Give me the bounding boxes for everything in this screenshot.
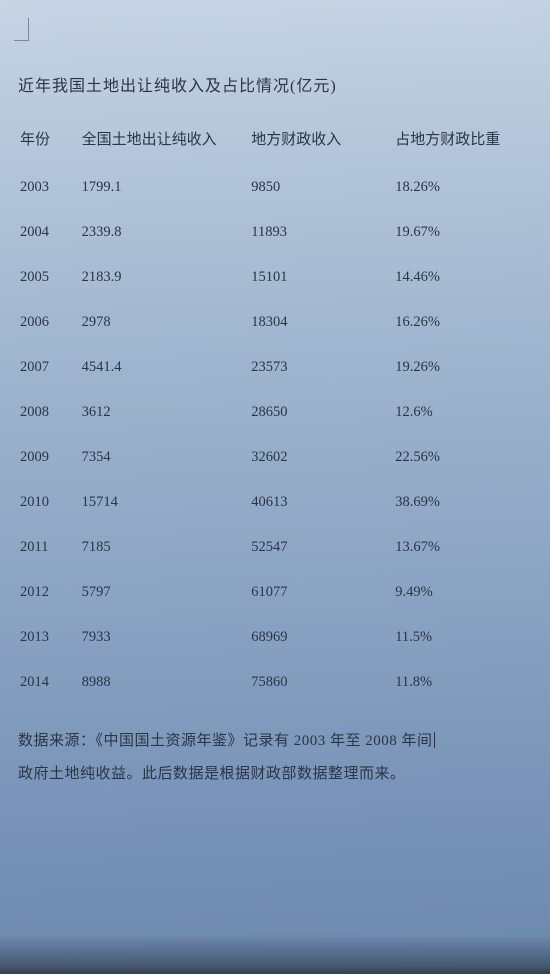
cell-land: 2339.8 — [80, 210, 250, 255]
cell-land: 3612 — [80, 390, 250, 435]
table-row: 2007 4541.4 23573 19.26% — [18, 345, 532, 390]
cell-land: 5797 — [80, 570, 250, 615]
table-row: 2004 2339.8 11893 19.67% — [18, 210, 532, 255]
land-revenue-table: 年份 全国土地出让纯收入 地方财政收入 占地方财政比重 2003 1799.1 … — [18, 114, 532, 705]
cell-land: 8988 — [80, 660, 250, 705]
cell-year: 2010 — [18, 480, 80, 525]
cell-ratio: 22.56% — [393, 435, 532, 480]
cell-year: 2012 — [18, 570, 80, 615]
cell-land: 15714 — [80, 480, 250, 525]
table-header-row: 年份 全国土地出让纯收入 地方财政收入 占地方财政比重 — [18, 114, 532, 165]
table-row: 2009 7354 32602 22.56% — [18, 435, 532, 480]
cell-local: 18304 — [249, 300, 393, 345]
cell-local: 75860 — [249, 660, 393, 705]
cell-year: 2003 — [18, 165, 80, 210]
table-row: 2008 3612 28650 12.6% — [18, 390, 532, 435]
table-body: 2003 1799.1 9850 18.26% 2004 2339.8 1189… — [18, 165, 532, 705]
cell-local: 68969 — [249, 615, 393, 660]
table-row: 2006 2978 18304 16.26% — [18, 300, 532, 345]
cell-local: 9850 — [249, 165, 393, 210]
table-row: 2005 2183.9 15101 14.46% — [18, 255, 532, 300]
cell-year: 2004 — [18, 210, 80, 255]
table-row: 2010 15714 40613 38.69% — [18, 480, 532, 525]
cell-year: 2009 — [18, 435, 80, 480]
cell-year: 2006 — [18, 300, 80, 345]
cell-local: 52547 — [249, 525, 393, 570]
cell-land: 4541.4 — [80, 345, 250, 390]
cell-local: 28650 — [249, 390, 393, 435]
data-source-note: 数据来源：《中国国土资源年鉴》记录有 2003 年至 2008 年间 政府土地纯… — [18, 725, 532, 791]
text-cursor — [434, 732, 435, 748]
table-row: 2011 7185 52547 13.67% — [18, 525, 532, 570]
cell-year: 2014 — [18, 660, 80, 705]
table-row: 2013 7933 68969 11.5% — [18, 615, 532, 660]
table-row: 2012 5797 61077 9.49% — [18, 570, 532, 615]
cell-year: 2013 — [18, 615, 80, 660]
cell-ratio: 18.26% — [393, 165, 532, 210]
col-ratio: 占地方财政比重 — [393, 114, 532, 165]
document-page: 近年我国土地出让纯收入及占比情况(亿元) 年份 全国土地出让纯收入 地方财政收入… — [0, 0, 550, 811]
footnote-line1: 数据来源：《中国国土资源年鉴》记录有 2003 年至 2008 年间 — [18, 733, 433, 749]
cell-ratio: 14.46% — [393, 255, 532, 300]
cell-local: 23573 — [249, 345, 393, 390]
cell-land: 7185 — [80, 525, 250, 570]
cell-local: 61077 — [249, 570, 393, 615]
cell-year: 2007 — [18, 345, 80, 390]
col-land-income: 全国土地出让纯收入 — [80, 114, 250, 165]
cell-land: 7354 — [80, 435, 250, 480]
cell-local: 32602 — [249, 435, 393, 480]
cell-local: 15101 — [249, 255, 393, 300]
cell-land: 1799.1 — [80, 165, 250, 210]
photo-bottom-shadow — [0, 934, 550, 974]
cell-ratio: 16.26% — [393, 300, 532, 345]
cell-local: 40613 — [249, 480, 393, 525]
table-row: 2014 8988 75860 11.8% — [18, 660, 532, 705]
page-title: 近年我国土地出让纯收入及占比情况(亿元) — [18, 72, 532, 96]
cell-ratio: 13.67% — [393, 525, 532, 570]
cell-local: 11893 — [249, 210, 393, 255]
cell-ratio: 9.49% — [393, 570, 532, 615]
cell-ratio: 11.5% — [393, 615, 532, 660]
cell-land: 2978 — [80, 300, 250, 345]
crop-mark — [14, 18, 29, 41]
cell-ratio: 19.26% — [393, 345, 532, 390]
cell-land: 2183.9 — [80, 255, 250, 300]
table-row: 2003 1799.1 9850 18.26% — [18, 165, 532, 210]
footnote-line2: 政府土地纯收益。此后数据是根据财政部数据整理而来。 — [18, 766, 406, 782]
cell-year: 2011 — [18, 525, 80, 570]
col-local-rev: 地方财政收入 — [249, 114, 393, 165]
cell-land: 7933 — [80, 615, 250, 660]
cell-ratio: 11.8% — [393, 660, 532, 705]
cell-ratio: 12.6% — [393, 390, 532, 435]
cell-ratio: 38.69% — [393, 480, 532, 525]
cell-year: 2008 — [18, 390, 80, 435]
col-year: 年份 — [18, 114, 80, 165]
cell-ratio: 19.67% — [393, 210, 532, 255]
cell-year: 2005 — [18, 255, 80, 300]
